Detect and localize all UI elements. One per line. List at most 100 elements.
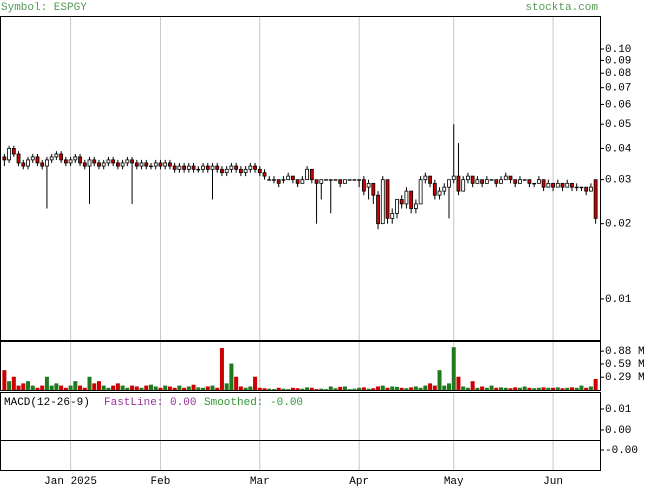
volume-bar — [333, 388, 338, 390]
y-tick-label: 0.02 — [605, 219, 631, 231]
volume-bar — [560, 388, 565, 390]
candle-body — [541, 179, 546, 188]
volume-bar — [196, 387, 201, 390]
volume-bar — [267, 388, 272, 390]
macd-smoothed: Smoothed: -0.00 — [204, 397, 303, 409]
volume-bar — [271, 389, 276, 390]
volume-bar — [366, 388, 371, 390]
candle-body — [2, 156, 7, 161]
candle-body — [390, 212, 395, 219]
volume-bar — [380, 385, 385, 390]
candle-body — [7, 148, 11, 161]
volume-bar — [172, 387, 177, 390]
candle-body — [134, 162, 139, 167]
candle-body — [352, 179, 357, 181]
volume-bar — [177, 385, 182, 390]
volume-bar — [309, 387, 314, 390]
candle-body — [111, 159, 116, 164]
volume-bar — [517, 387, 522, 390]
candle-body — [97, 162, 101, 167]
candle-body — [475, 179, 480, 184]
candle-body — [376, 194, 380, 225]
x-tick-label: Mar — [250, 476, 270, 486]
candle-body — [347, 179, 352, 181]
volume-bar — [357, 387, 362, 390]
volume-bar — [139, 387, 144, 390]
volume-bar — [314, 389, 319, 390]
candle-body — [522, 179, 527, 181]
volume-bar — [153, 386, 158, 390]
volume-bar — [569, 387, 574, 390]
candle-body — [295, 179, 300, 184]
candle-body — [229, 165, 234, 170]
candle-body — [328, 179, 333, 181]
volume-bar — [404, 388, 409, 390]
volume-bar — [26, 381, 31, 390]
volume-bar — [584, 387, 589, 390]
candle-body — [16, 153, 21, 164]
candle-body — [201, 165, 205, 170]
candle-body — [21, 162, 26, 167]
volume-bar — [54, 383, 59, 390]
volume-bar — [191, 384, 196, 390]
candle-body — [172, 165, 177, 170]
candle-body — [262, 172, 267, 177]
volume-bar — [215, 387, 220, 390]
volume-bar — [49, 385, 54, 390]
candle-body — [314, 179, 319, 184]
candle-body — [139, 162, 144, 167]
volume-bar — [399, 387, 404, 390]
volume-bar — [527, 387, 532, 390]
volume-bar — [385, 387, 390, 390]
candle-body — [168, 162, 172, 167]
volume-bar — [428, 383, 433, 390]
volume-bar — [347, 389, 352, 390]
candle-body — [536, 179, 541, 184]
candle-body — [447, 179, 451, 188]
candle-body — [248, 165, 253, 170]
volume-bar — [262, 388, 267, 390]
candle-body — [196, 168, 201, 171]
candle-body — [423, 175, 428, 181]
volume-bar — [35, 387, 40, 390]
candle-body — [466, 175, 470, 181]
volume-bar — [243, 387, 248, 390]
volume-bar — [68, 385, 73, 390]
volume-bar — [219, 348, 224, 390]
candle-body — [503, 175, 508, 181]
volume-bar — [281, 388, 286, 390]
volume-bar — [210, 385, 215, 390]
candle-body — [220, 168, 224, 174]
y-tick-label: 0.01 — [605, 294, 632, 306]
volume-bar — [513, 387, 518, 390]
candle-body — [54, 153, 59, 158]
volume-bar — [579, 385, 584, 390]
volume-bar — [201, 387, 206, 390]
volume-bar — [238, 386, 243, 390]
volume-bar — [484, 387, 489, 390]
volume-bar — [7, 381, 12, 390]
volume-bar — [324, 389, 329, 390]
volume-bar — [361, 387, 366, 390]
volume-bar — [229, 363, 234, 390]
volume-bar — [480, 386, 485, 390]
volume-bar — [447, 383, 451, 390]
candle-body — [494, 179, 499, 184]
volume-bar — [257, 387, 262, 390]
volume-bar — [125, 387, 130, 390]
volume-bar — [305, 387, 310, 390]
candle-body — [413, 203, 418, 209]
volume-bar — [456, 376, 461, 390]
candle-body — [532, 182, 537, 185]
candle-body — [366, 182, 371, 188]
volume-bar — [59, 385, 64, 390]
candle-body — [177, 165, 182, 170]
site: stockta.com — [525, 2, 598, 14]
candle-body — [92, 159, 97, 164]
macd-title: MACD(12-26-9) — [4, 397, 90, 409]
candle-body — [210, 165, 215, 170]
candle-body — [361, 179, 366, 192]
volume-bar — [78, 385, 83, 390]
volume-bar — [532, 388, 537, 390]
